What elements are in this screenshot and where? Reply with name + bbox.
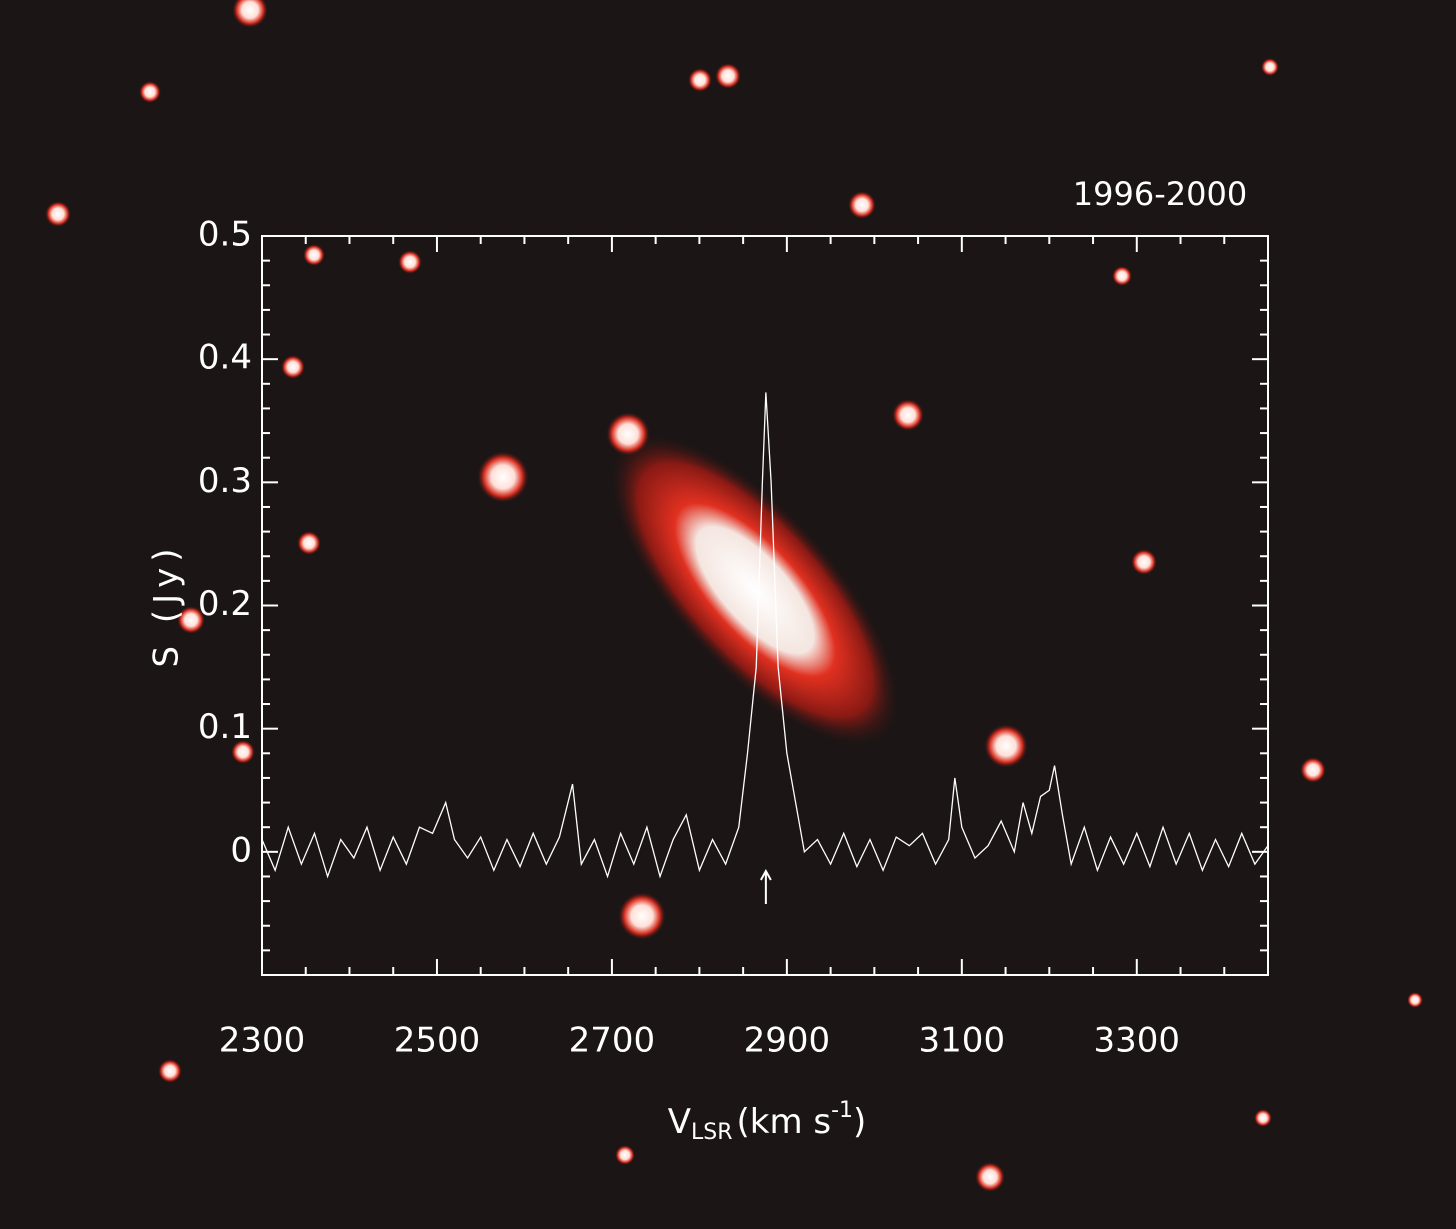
chart-title: 1996-2000 [1073,175,1247,213]
x-axis-label-main: V [668,1102,691,1142]
x-axis-label-sup: -1 [831,1098,853,1123]
sky-image [45,0,1423,1192]
x-tick-label: 3300 [1094,1021,1181,1061]
arrow-marker [760,868,772,904]
x-tick-label: 2700 [569,1021,656,1061]
x-axis-label-unit: (km s [736,1102,831,1142]
x-axis-label-close: ) [853,1102,866,1142]
x-tick-label: 2500 [394,1021,481,1061]
y-tick-label: 0.3 [198,461,252,501]
y-tick-label: 0.2 [198,584,252,624]
y-axis-label: S (Jy) [147,542,187,667]
x-axis-label-sub: LSR [691,1120,733,1145]
y-tick-label: 0.1 [198,707,252,747]
y-tick-label: 0.5 [198,215,252,255]
x-tick-label: 2900 [744,1021,831,1061]
x-axis-label: VLSR (km s-1) [668,1098,867,1145]
y-tick-label: 0.4 [198,338,252,378]
x-tick-label: 3100 [919,1021,1006,1061]
y-tick-label: 0 [230,830,252,870]
x-tick-label: 2300 [219,1021,306,1061]
spectrum-line [261,392,1269,879]
